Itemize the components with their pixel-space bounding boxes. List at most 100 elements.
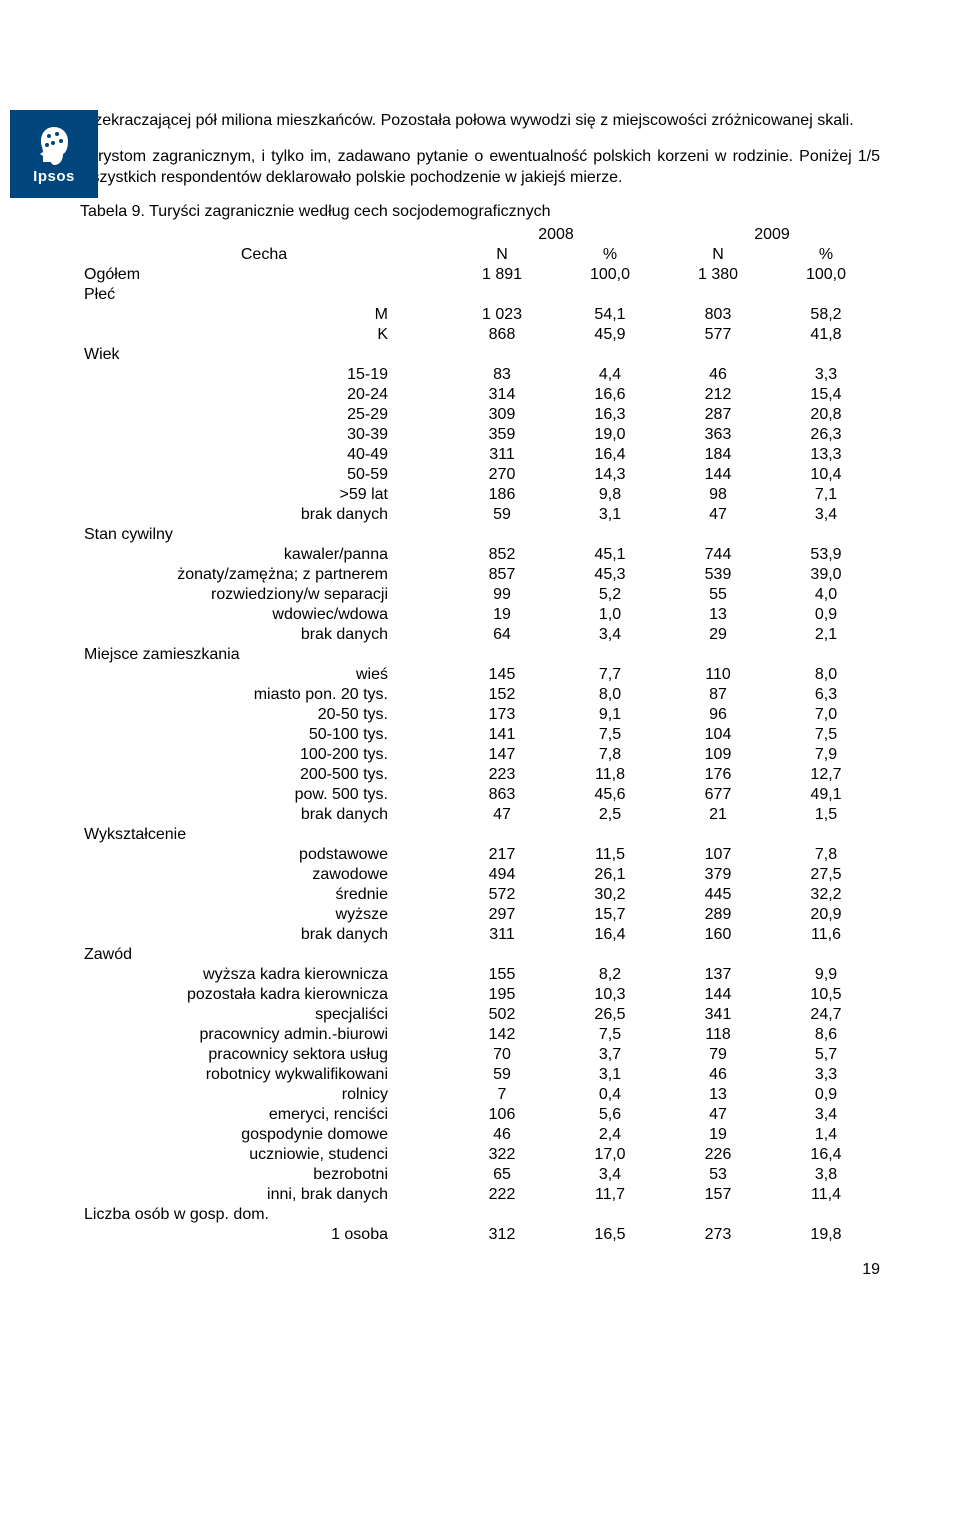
cell-p2: 3,4 [772,505,880,525]
table-row: Liczba osób w gosp. dom. [80,1205,880,1225]
cell-n2: 677 [664,785,772,805]
col-pct-2008: % [556,245,664,265]
row-label: emeryci, renciści [80,1105,448,1125]
cell-n1: 311 [448,445,556,465]
cell-n1: 494 [448,865,556,885]
cell-p1: 4,4 [556,365,664,385]
table-row: 1 osoba31216,527319,8 [80,1225,880,1245]
cell-p1: 0,4 [556,1085,664,1105]
cell-p1: 1,0 [556,605,664,625]
row-label: kawaler/panna [80,545,448,565]
cell-n2: 96 [664,705,772,725]
table-row: emeryci, renciści1065,6473,4 [80,1105,880,1125]
cell-p1: 8,0 [556,685,664,705]
row-label: inni, brak danych [80,1185,448,1205]
cell-n1: 502 [448,1005,556,1025]
cell-n2: 13 [664,1085,772,1105]
cell-n2: 98 [664,485,772,505]
table-row: 40-4931116,418413,3 [80,445,880,465]
table-row: wyższe29715,728920,9 [80,905,880,925]
cell-p1: 3,1 [556,1065,664,1085]
cell-n1: 852 [448,545,556,565]
cell-n2: 118 [664,1025,772,1045]
row-label: uczniowie, studenci [80,1145,448,1165]
cell-p2: 7,5 [772,725,880,745]
cell-p2: 7,8 [772,845,880,865]
cell-p1: 17,0 [556,1145,664,1165]
cell-p1: 9,1 [556,705,664,725]
cell-p2: 6,3 [772,685,880,705]
cell-p2: 53,9 [772,545,880,565]
table-row: 20-2431416,621215,4 [80,385,880,405]
row-label: zawodowe [80,865,448,885]
cell-p2: 10,4 [772,465,880,485]
row-label: robotnicy wykwalifikowani [80,1065,448,1085]
cell-n1: 173 [448,705,556,725]
cell-p1: 30,2 [556,885,664,905]
cell-n1: 7 [448,1085,556,1105]
cell-n1: 186 [448,485,556,505]
row-label: wyższe [80,905,448,925]
cell-p1: 3,4 [556,625,664,645]
cell-n2: 176 [664,765,772,785]
section-label: Płeć [80,285,880,305]
cell-p1: 11,7 [556,1185,664,1205]
cell-p1: 16,6 [556,385,664,405]
cell-p2: 7,1 [772,485,880,505]
cell-p1: 2,4 [556,1125,664,1145]
cell-n2: 29 [664,625,772,645]
demographics-table: 2008 2009 Cecha N % N % Ogółem1 891100,0… [80,225,880,1245]
cell-p1: 3,7 [556,1045,664,1065]
brand-name: Ipsos [33,168,75,185]
row-label: bezrobotni [80,1165,448,1185]
cell-n1: 59 [448,1065,556,1085]
cell-p1: 45,1 [556,545,664,565]
cell-n2: 13 [664,605,772,625]
cell-p2: 41,8 [772,325,880,345]
cell-p2: 10,5 [772,985,880,1005]
cell-n2: 87 [664,685,772,705]
cell-p2: 3,3 [772,365,880,385]
table-row: wyższa kadra kierownicza1558,21379,9 [80,965,880,985]
table-row: 50-100 tys.1417,51047,5 [80,725,880,745]
cell-p2: 5,7 [772,1045,880,1065]
cell-p1: 15,7 [556,905,664,925]
cell-n2: 539 [664,565,772,585]
cell-p2: 58,2 [772,305,880,325]
page-container: Ipsos przekraczającej pół miliona mieszk… [0,110,960,1299]
table-row: 200-500 tys.22311,817612,7 [80,765,880,785]
cell-p1: 9,8 [556,485,664,505]
cell-p1: 10,3 [556,985,664,1005]
page-number: 19 [80,1261,880,1279]
row-label: 30-39 [80,425,448,445]
year-header-row: 2008 2009 [80,225,880,245]
cell-p2: 24,7 [772,1005,880,1025]
row-label: 15-19 [80,365,448,385]
row-label: gospodynie domowe [80,1125,448,1145]
cell-n2: 109 [664,745,772,765]
row-label: wdowiec/wdowa [80,605,448,625]
table-row: Stan cywilny [80,525,880,545]
cell-n1: 863 [448,785,556,805]
cell-n2: 144 [664,465,772,485]
row-label: rolnicy [80,1085,448,1105]
table-row: brak danych593,1473,4 [80,505,880,525]
cell-p2: 39,0 [772,565,880,585]
table-row: 30-3935919,036326,3 [80,425,880,445]
table-row: 25-2930916,328720,8 [80,405,880,425]
brand-logo: Ipsos [10,110,98,198]
cell-n1: 141 [448,725,556,745]
cell-p2: 0,9 [772,605,880,625]
table-row: gospodynie domowe462,4191,4 [80,1125,880,1145]
row-label: wieś [80,665,448,685]
section-label: Zawód [80,945,880,965]
cell-p2: 11,6 [772,925,880,945]
row-label: pozostała kadra kierownicza [80,985,448,1005]
cell-n2: 577 [664,325,772,345]
cell-n2: 363 [664,425,772,445]
table-row: >59 lat1869,8987,1 [80,485,880,505]
table-row: rozwiedziony/w separacji995,2554,0 [80,585,880,605]
cell-p2: 9,9 [772,965,880,985]
section-label: Wiek [80,345,880,365]
row-label: 40-49 [80,445,448,465]
